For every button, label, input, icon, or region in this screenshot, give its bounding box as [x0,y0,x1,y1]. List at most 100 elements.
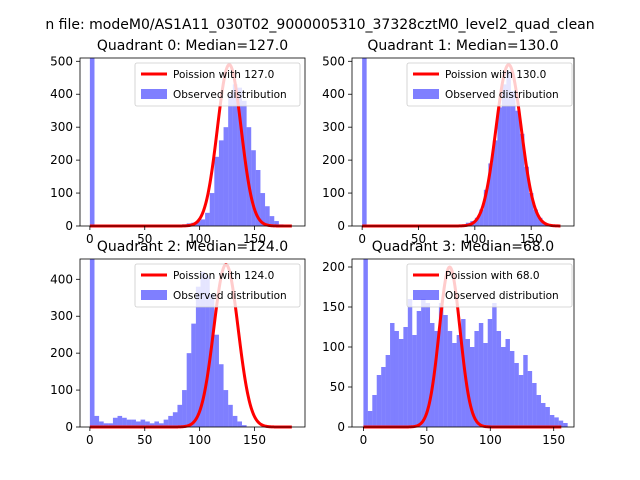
histogram-bar [159,423,164,427]
histogram-bar [497,107,502,226]
histogram-bar [407,299,413,427]
histogram-bar [478,323,484,427]
histogram-bar [479,209,484,226]
histogram-bar [237,421,242,427]
x-tick-label: 100 [463,232,486,246]
x-tick-label: 100 [188,232,211,246]
legend: Poission with 68.0 Observed distribution [406,263,573,308]
histogram-bar [362,58,367,226]
histogram-bar [514,363,519,427]
histogram-bar [218,140,224,226]
histogram-bar [154,421,160,427]
histogram-bar [412,335,417,427]
histogram-bar [523,355,528,427]
legend-hist-label: Observed distribution [445,290,559,302]
histogram-bar [452,343,457,427]
legend: Poission with 127.0 Observed distribution [134,62,301,107]
histogram-bar [228,404,233,427]
legend-hist-label: Observed distribution [173,290,287,302]
y-tick-label: 400 [50,87,73,101]
histogram-bar [195,221,201,226]
histogram-bar [474,217,480,226]
histogram-bar [390,323,395,427]
x-tick-label: 100 [479,433,502,447]
legend: Poission with 130.0 Observed distribution [406,62,573,107]
y-tick-label: 500 [50,54,73,68]
histogram-bar [533,209,538,226]
histogram-bar [363,259,368,427]
histogram-bar [191,323,196,427]
histogram-bar [149,423,155,427]
subplot-title: Quadrant 1: Median=130.0 [367,38,558,54]
subplot-0: 0 50 100 150 0 100 200 300 400 500 Poission with 1… [50,38,306,246]
histogram-bar [496,331,502,427]
legend-poisson-label: Poission with 130.0 [445,69,546,81]
histogram-bar [443,315,448,427]
histogram-bar [103,423,109,427]
x-tick-label: 0 [358,232,366,246]
histogram-bar [218,364,224,427]
legend-box [134,263,301,308]
histogram-bar [269,216,275,226]
legend-box [406,62,573,107]
histogram-bar [519,133,525,226]
y-tick-label: 500 [322,54,345,68]
histogram-bar [200,219,206,226]
histogram-bars [362,58,547,227]
histogram-bar [89,58,95,226]
axes-frame [351,258,575,428]
histogram-bar [274,221,279,226]
histogram-bar [214,156,219,226]
histogram-bar [416,311,422,427]
y-tick-label: 100 [322,340,345,354]
subplot-3: 0 50 100 150 0 50 100 150 200 Poission with 68.0 O… [322,239,575,447]
histogram-bar [255,170,261,226]
histogram-bar [506,71,511,226]
histogram-bar [403,327,408,427]
histogram-bar [135,421,141,427]
subplot-title: Quadrant 0: Median=127.0 [97,38,288,54]
x-tick-label: 150 [520,232,543,246]
histogram-bar [505,339,510,427]
histogram-bar [182,390,187,427]
histogram-bar [260,193,266,226]
histogram-bar [265,206,270,226]
histogram-bar [372,395,377,427]
histogram-bar [205,275,210,427]
histogram-bar [126,419,132,427]
histogram-bar [228,94,233,226]
histogram-bar [483,343,488,427]
legend-hist-swatch [413,290,439,300]
figure-suptitle: n file: modeM0/AS1A11_030T02_9000005310_… [45,17,594,33]
x-tick-label: 0 [86,433,94,447]
histogram-bar [537,217,543,226]
histogram-bar [223,127,229,226]
histogram-bar [177,404,183,427]
legend-box [406,263,573,308]
histogram-bar [421,299,426,427]
histogram-bar [112,417,118,427]
histogram-bars [363,259,568,427]
axes-frame [79,258,306,428]
subplot-2: 0 50 100 150 0 100 200 300 400 Poission with 124.… [50,239,306,447]
histogram-bar [94,415,100,427]
y-tick-label: 300 [50,120,73,134]
histogram-bar [549,415,555,427]
histogram-bar [209,193,215,226]
x-tick-label: 50 [137,232,152,246]
axes-frame [79,57,306,227]
x-tick-label: 0 [360,433,368,447]
histogram-bar [172,412,178,427]
histogram-bar [232,84,238,227]
y-tick-label: 300 [50,309,73,323]
histogram-bar [487,319,493,427]
y-tick-label: 50 [330,380,345,394]
histogram-bar [251,150,256,226]
legend: Poission with 124.0 Observed distribution [134,263,301,308]
histogram-bar [518,375,524,427]
y-tick-label: 300 [322,120,345,134]
legend-poisson-label: Poission with 124.0 [173,270,274,282]
histogram-bar [461,319,466,427]
histogram-bar [554,417,559,427]
